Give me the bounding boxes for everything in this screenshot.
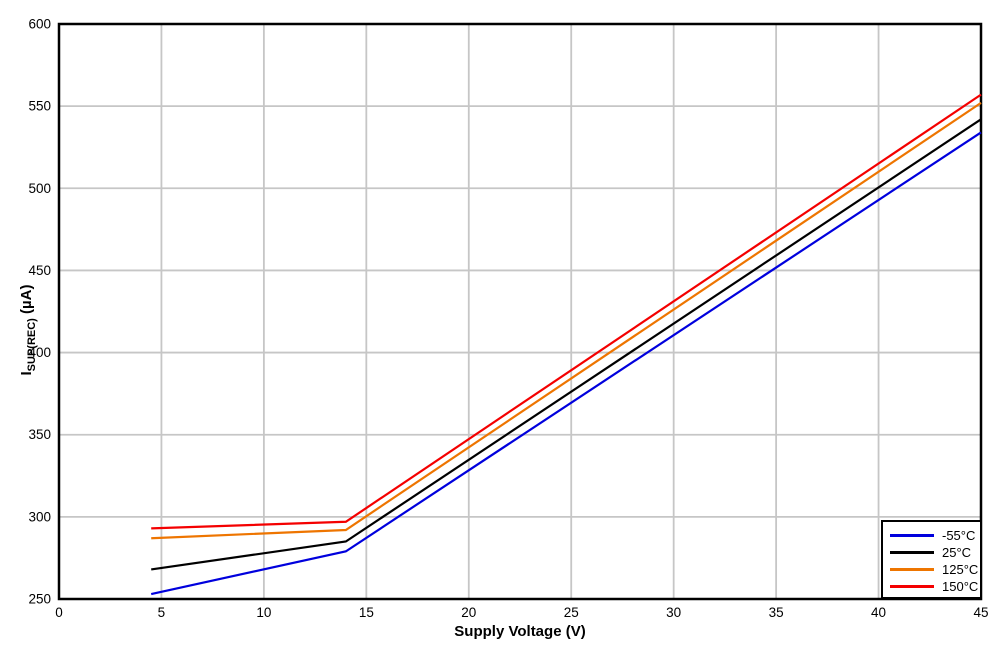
plot-border: [57, 22, 983, 601]
x-axis-title: Supply Voltage (V): [454, 623, 586, 640]
series-line-1: [151, 118, 982, 571]
x-tick-label: 10: [256, 605, 271, 620]
y-tick-label: 400: [28, 345, 51, 360]
y-axis-title-base: I: [18, 371, 35, 376]
y-tick-label: 300: [28, 509, 51, 524]
legend-item-2: 125°C: [890, 561, 980, 578]
legend-item-1: 25°C: [890, 544, 980, 561]
series-line-0: [150, 131, 982, 596]
x-tick-label: 15: [359, 605, 374, 620]
legend-line-swatch: [890, 534, 934, 537]
legend-item-3: 150°C: [890, 578, 980, 595]
y-tick-label: 550: [28, 99, 51, 114]
y-axis-title-subscript: SUP(REC): [26, 318, 38, 372]
x-tick-label: 30: [666, 605, 681, 620]
legend-label: 25°C: [942, 545, 972, 560]
y-tick-label: 600: [28, 17, 51, 32]
legend-label: 125°C: [942, 562, 979, 577]
legend: -55°C 25°C 125°C 150°C: [881, 520, 982, 599]
y-axis-title: ISUP(REC) (µA): [18, 285, 38, 376]
x-tick-label: 20: [461, 605, 476, 620]
y-tick-label: 350: [28, 427, 51, 442]
series-line-3: [151, 93, 982, 530]
x-tick-label: 0: [55, 605, 63, 620]
legend-label: -55°C: [942, 528, 976, 543]
y-tick-label: 450: [28, 263, 51, 278]
legend-line-swatch: [890, 585, 934, 588]
legend-item-0: -55°C: [890, 527, 980, 544]
legend-line-swatch: [890, 568, 934, 571]
y-axis-title-units: (µA): [18, 284, 35, 319]
series-line-2: [151, 101, 982, 540]
y-tick-label: 500: [28, 181, 51, 196]
x-tick-label: 45: [973, 605, 988, 620]
legend-label: 150°C: [942, 579, 979, 594]
x-tick-label: 25: [564, 605, 579, 620]
x-tick-label: 40: [871, 605, 886, 620]
y-tick-label: 250: [28, 592, 51, 607]
x-tick-label: 35: [769, 605, 784, 620]
legend-line-swatch: [890, 551, 934, 554]
x-tick-label: 5: [158, 605, 166, 620]
